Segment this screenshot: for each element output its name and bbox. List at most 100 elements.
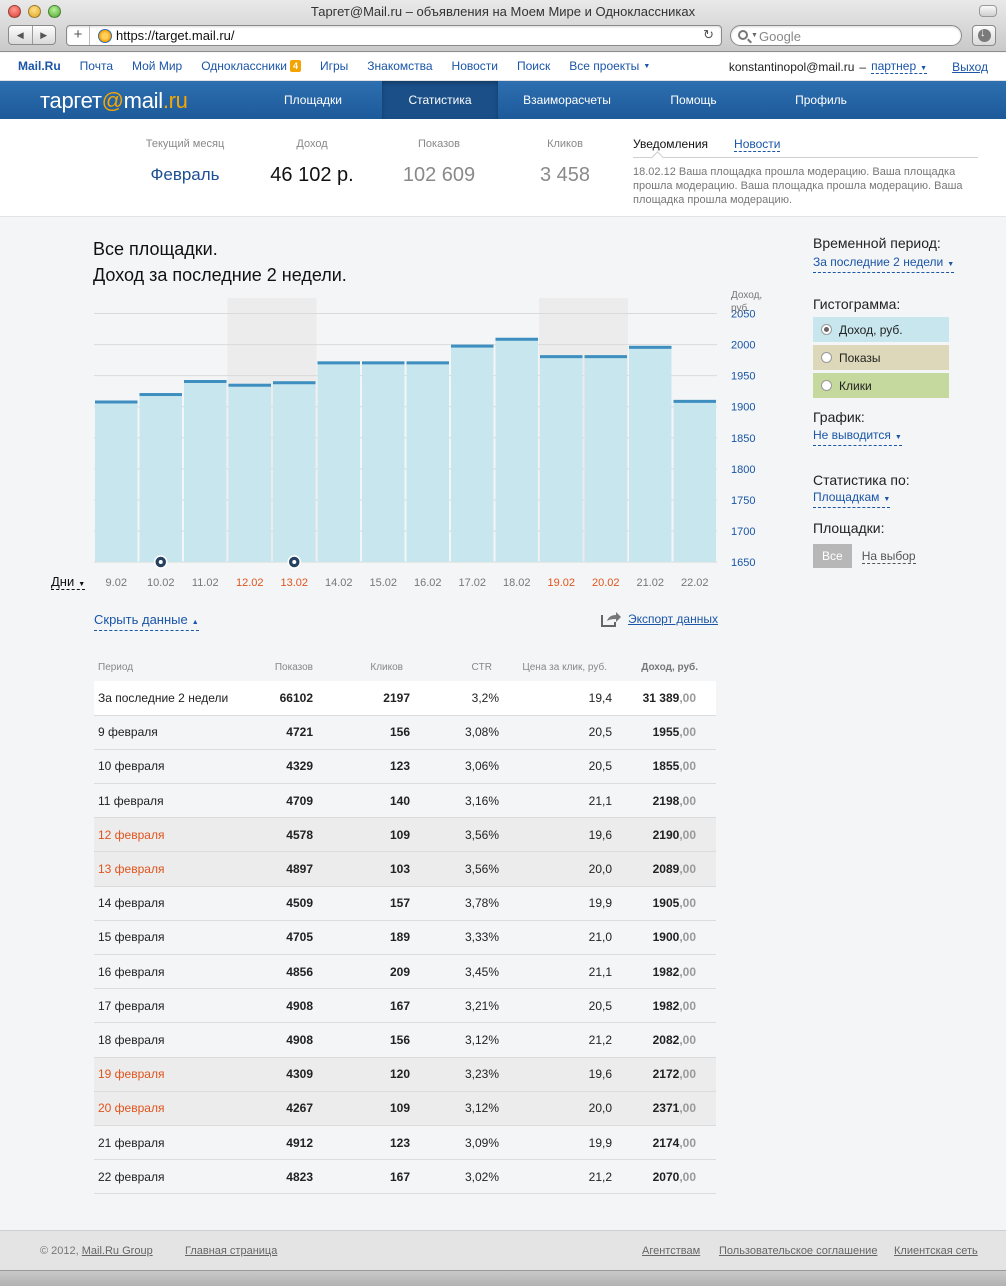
logout-link[interactable]: Выход [952, 59, 988, 74]
bar-17.02[interactable] [451, 344, 494, 562]
cell-price: 21,0 [510, 920, 623, 956]
table-row: 20 февраля 4267 109 3,12% 20,0 2371,00 [94, 1091, 716, 1126]
target-mailru-logo[interactable]: таргет@mail.ru [40, 88, 188, 114]
col-shows[interactable]: Показов [274, 661, 313, 673]
portal-link-odnoklassniki[interactable]: Одноклассники 4 [201, 59, 301, 73]
days-dropdown[interactable]: Дни ▼ [51, 574, 86, 590]
cell-income: 2089,00 [623, 851, 716, 887]
tab-news[interactable]: Новости [734, 137, 781, 152]
browser-search-input[interactable]: ▼ Google [730, 25, 962, 46]
period-dropdown[interactable]: За последние 2 недели ▼ [813, 255, 955, 273]
cell-income: 1982,00 [623, 988, 716, 1024]
bar-15.02[interactable] [362, 361, 405, 562]
window-controls [8, 5, 61, 18]
footer-group-link[interactable]: Mail.Ru Group [81, 1245, 153, 1257]
bar-11.02[interactable] [184, 379, 227, 562]
reload-icon[interactable]: ↻ [703, 27, 714, 42]
footer-agreement-link[interactable]: Пользовательское соглашение [719, 1245, 878, 1257]
back-icon[interactable]: ◀ [16, 29, 24, 40]
footer-agencies-link[interactable]: Агентствам [642, 1245, 701, 1257]
chevron-down-icon[interactable]: ▼ [751, 32, 758, 39]
zoom-window-button[interactable] [48, 5, 61, 18]
cell-price: 20,5 [510, 715, 623, 750]
portal-link-dating[interactable]: Знакомства [367, 59, 432, 73]
url-text[interactable]: https://target.mail.ru/ [116, 28, 235, 43]
bar-9.02[interactable] [95, 400, 138, 562]
bar-16.02[interactable] [406, 361, 450, 562]
nav-item-statistics[interactable]: Статистика [382, 81, 498, 119]
portal-link-news[interactable]: Новости [452, 59, 498, 73]
bar-top-line [495, 337, 538, 341]
nav-item-settlements[interactable]: Взаиморасчеты [523, 93, 611, 107]
portal-link-myworld[interactable]: Мой Мир [132, 59, 182, 73]
radio-selected-icon[interactable] [821, 324, 832, 335]
nav-item-platforms[interactable]: Площадки [284, 93, 342, 107]
nav-item-profile[interactable]: Профиль [795, 93, 847, 107]
bar-top-line [629, 345, 672, 349]
graph-dropdown[interactable]: Не выводится ▼ [813, 428, 902, 446]
cell-income: 1905,00 [623, 886, 716, 921]
portal-link-search[interactable]: Поиск [517, 59, 550, 73]
hide-data-toggle[interactable]: Скрыть данные ▲ [94, 612, 199, 631]
bar-21.02[interactable] [629, 345, 672, 562]
income-whole: 1900 [652, 930, 680, 945]
cell-period: 21 февраля [94, 1125, 244, 1161]
histogram-option-shows[interactable]: Показы [813, 345, 949, 370]
role-dropdown[interactable]: партнер ▼ [871, 59, 928, 74]
income-cents: ,00 [679, 1169, 696, 1184]
stats-by-dropdown[interactable]: Площадкам ▼ [813, 490, 891, 508]
footer-home-link[interactable]: Главная страница [185, 1245, 278, 1257]
portal-link-mailru[interactable]: Mail.Ru [18, 59, 61, 73]
col-income[interactable]: Доход, руб. [641, 661, 698, 673]
bar-18.02[interactable] [495, 337, 539, 562]
bar-top-line [406, 361, 449, 365]
histogram-option-clicks[interactable]: Клики [813, 373, 949, 398]
bar-10.02[interactable] [139, 393, 183, 562]
portal-links: Mail.Ru Почта Мой Мир Одноклассники 4 Игр… [18, 59, 669, 73]
y-axis-label: руб. [731, 302, 750, 314]
toolbar-toggle-button[interactable] [979, 5, 997, 17]
table-header-row: Период Показов Кликов CTR Цена за клик, … [94, 653, 716, 681]
address-bar[interactable]: + https://target.mail.ru/ ↻ [66, 25, 722, 46]
portal-link-mail[interactable]: Почта [80, 59, 113, 73]
histogram-option-income[interactable]: Доход, руб. [813, 317, 949, 342]
bar-20.02[interactable] [584, 355, 628, 562]
cell-price: 21,2 [510, 1022, 623, 1058]
tab-notifications[interactable]: Уведомления [633, 137, 709, 151]
bar-19.02[interactable] [540, 355, 583, 562]
event-marker-icon[interactable] [154, 555, 168, 569]
y-tick-label: 1750 [731, 495, 755, 507]
col-clicks[interactable]: Кликов [370, 661, 403, 673]
nav-item-help[interactable]: Помощь [670, 93, 717, 107]
cell-period: 11 февраля [94, 783, 244, 819]
bar-13.02[interactable] [273, 381, 316, 562]
summary-clicks-value: 3 458 [539, 164, 591, 186]
forward-icon[interactable]: ▶ [31, 26, 56, 44]
cell-ctr: 3,23% [421, 1057, 510, 1092]
col-ctr[interactable]: CTR [471, 661, 492, 673]
close-window-button[interactable] [8, 5, 21, 18]
platforms-choose-link[interactable]: На выбор [861, 548, 916, 564]
add-bookmark-icon[interactable]: + [67, 26, 90, 45]
chevron-down-icon: ▼ [894, 434, 902, 441]
portal-link-games[interactable]: Игры [320, 59, 348, 73]
portal-link-all-projects[interactable]: Все проекты ▼ [569, 59, 650, 73]
bar-22.02[interactable] [673, 399, 717, 562]
col-price[interactable]: Цена за клик, руб. [522, 661, 607, 673]
bar-12.02[interactable] [228, 383, 272, 562]
radio-icon[interactable] [821, 380, 832, 391]
browser-chrome: Таргет@Mail.ru – объявления на Моем Мире… [0, 0, 1006, 52]
platforms-all-button[interactable]: Все [813, 544, 852, 568]
minimize-window-button[interactable] [28, 5, 41, 18]
downloads-button[interactable] [972, 25, 996, 46]
col-period[interactable]: Период [98, 661, 134, 673]
window-title: Таргет@Mail.ru – объявления на Моем Мире… [310, 4, 696, 19]
radio-icon[interactable] [821, 352, 832, 363]
footer-network-link[interactable]: Клиентская сеть [894, 1245, 978, 1257]
portal-link-label: Почта [79, 59, 113, 73]
event-marker-icon[interactable] [287, 555, 301, 569]
cell-shows: 4897 [244, 851, 324, 887]
cell-income: 1955,00 [623, 715, 716, 750]
bar-14.02[interactable] [317, 361, 361, 562]
export-data-link[interactable]: Экспорт данных [600, 610, 718, 628]
